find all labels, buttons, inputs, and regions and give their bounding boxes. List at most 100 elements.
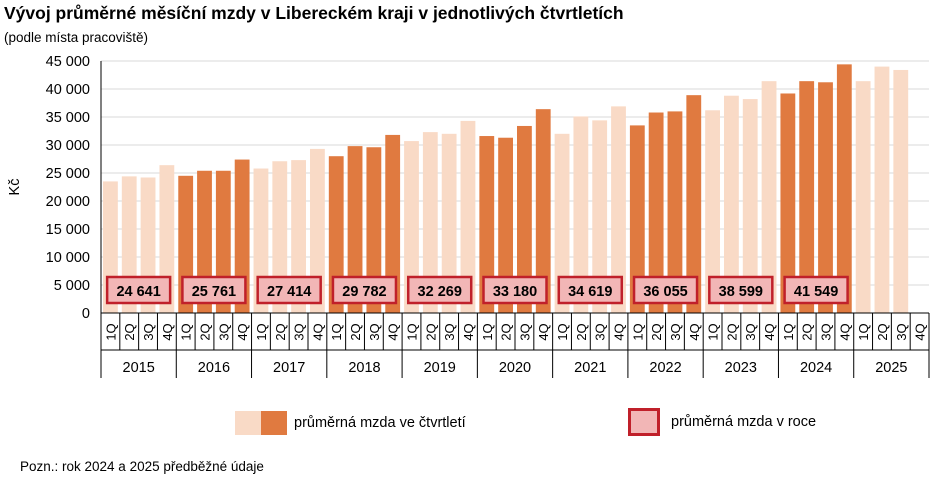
bar <box>686 95 702 313</box>
quarter-label: 1Q <box>179 323 194 340</box>
quarter-label: 1Q <box>480 323 495 340</box>
bar <box>724 95 739 313</box>
bar <box>761 81 777 313</box>
bar <box>234 159 250 313</box>
quarter-label: 1Q <box>555 323 570 340</box>
bar <box>535 109 551 313</box>
year-label: 2018 <box>348 360 380 376</box>
quarter-label: 4Q <box>913 323 928 340</box>
chart: 0 5 000 10 000 15 000 20 000 25 000 30 000 35 0… <box>7 54 930 378</box>
y-tick-label: 15 000 <box>46 222 90 238</box>
quarter-label: 3Q <box>216 323 231 340</box>
annual-box <box>557 275 624 305</box>
quarter-label: 2Q <box>649 323 664 340</box>
quarter-label: 4Q <box>386 323 401 340</box>
quarter-label: 2Q <box>122 323 137 340</box>
quarter-label: 3Q <box>593 323 608 340</box>
y-tick-label: 5 000 <box>54 278 90 294</box>
bar <box>366 147 382 313</box>
bar <box>441 133 457 313</box>
y-tick-label: 45 000 <box>46 54 90 70</box>
quarter-label: 4Q <box>235 323 250 340</box>
bar <box>855 81 871 313</box>
annual-label: 25 761 <box>192 284 236 300</box>
bar-series <box>103 64 909 314</box>
year-label: 2016 <box>198 360 230 376</box>
annual-label: 32 269 <box>418 284 462 300</box>
year-label: 2019 <box>424 360 456 376</box>
quarter-label: 3Q <box>292 323 307 340</box>
annual-box <box>632 275 699 305</box>
quarter-label: 2Q <box>875 323 890 340</box>
bar <box>742 99 758 313</box>
bar <box>629 125 645 314</box>
bar <box>818 82 833 313</box>
quarter-label: 1Q <box>329 323 344 340</box>
chart-title: Vývoj průměrné měsíční mzdy v Libereckém… <box>4 3 624 23</box>
quarter-label: 1Q <box>103 323 118 340</box>
bar <box>310 148 325 313</box>
year-label: 2017 <box>273 360 305 376</box>
y-tick-label: 35 000 <box>46 110 90 126</box>
quarter-label: 1Q <box>706 323 721 340</box>
quarter-label: 3Q <box>367 323 382 340</box>
legend-swatch-light <box>235 411 261 435</box>
y-tick-label: 10 000 <box>46 250 90 266</box>
bar <box>291 160 306 313</box>
quarter-label: 3Q <box>442 323 457 340</box>
year-label: 2020 <box>499 360 531 376</box>
year-label: 2021 <box>574 360 606 376</box>
bar <box>874 66 890 313</box>
y-axis-label: Kč <box>7 179 23 196</box>
annual-box <box>482 275 548 305</box>
bar <box>705 110 720 313</box>
y-tick-label: 40 000 <box>46 82 90 98</box>
bar <box>460 120 476 313</box>
year-label: 2022 <box>649 360 681 376</box>
bar <box>667 111 683 314</box>
bar <box>498 137 513 313</box>
legend-annual: průměrná mzda v roce <box>628 408 816 436</box>
annual-label: 34 619 <box>568 284 612 300</box>
quarter-label: 4Q <box>160 323 175 340</box>
annual-box <box>105 275 172 305</box>
annual-box <box>256 275 322 305</box>
quarter-label: 2Q <box>348 323 363 340</box>
annual-label: 27 414 <box>267 284 311 300</box>
quarter-label: 1Q <box>781 323 796 340</box>
quarter-label: 3Q <box>819 323 834 340</box>
quarter-label: 2Q <box>423 323 438 340</box>
quarter-label: 1Q <box>856 323 871 340</box>
year-label: 2024 <box>800 360 832 376</box>
bar <box>573 116 589 313</box>
legend-swatch-annual <box>628 408 660 436</box>
quarter-label: 3Q <box>894 323 909 340</box>
bar <box>385 134 401 313</box>
quarter-label: 4Q <box>536 323 551 340</box>
quarter-label: 1Q <box>254 323 269 340</box>
bar <box>422 132 438 313</box>
bar <box>648 112 664 314</box>
bar <box>592 120 608 313</box>
legend-quarterly-label: průměrná mzda ve čtvrtletí <box>294 415 466 431</box>
annual-label: 33 180 <box>493 284 537 300</box>
quarter-label: 2Q <box>198 323 213 340</box>
annual-box <box>331 275 398 305</box>
legend-annual-label: průměrná mzda v roce <box>671 414 817 430</box>
quarter-label: 4Q <box>612 323 627 340</box>
footnote: Pozn.: rok 2024 a 2025 předběžné údaje <box>20 459 264 474</box>
annual-label: 41 549 <box>794 284 838 300</box>
quarter-label: 2Q <box>574 323 589 340</box>
legend-quarterly: průměrná mzda ve čtvrtletí <box>235 411 466 435</box>
bar <box>328 156 344 313</box>
annual-label: 24 641 <box>116 284 160 300</box>
annual-boxes: 24 641 25 761 27 414 29 782 32 269 33 180 34 6… <box>105 275 849 305</box>
bar <box>347 146 363 313</box>
bar <box>799 81 815 313</box>
quarter-label: 4Q <box>837 323 852 340</box>
quarter-label: 4Q <box>762 323 777 340</box>
y-tick-label: 20 000 <box>46 194 90 210</box>
quarter-label: 1Q <box>405 323 420 340</box>
annual-box <box>783 275 849 305</box>
bar <box>554 133 570 313</box>
